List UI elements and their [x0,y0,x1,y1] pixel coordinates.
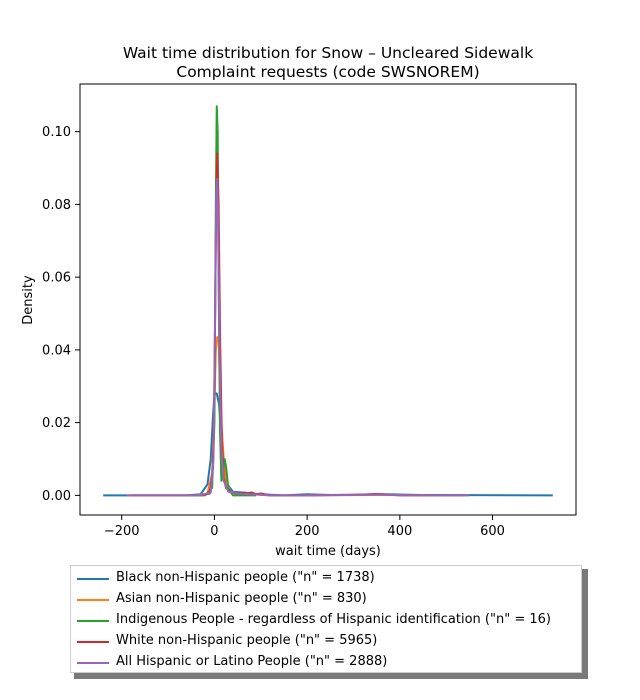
chart-title-line-2: Complaint requests (code SWSNOREM) [176,63,479,81]
y-tick-label: 0.08 [42,198,71,213]
series-line-1 [130,336,437,497]
legend-swatch [77,641,109,643]
legend-swatch [77,620,109,622]
legend-item-asian: Asian non-Hispanic people ("n" = 830) [71,589,581,609]
legend-item-black: Black non-Hispanic people ("n" = 1738) [71,568,581,588]
legend-label: White non-Hispanic people ("n" = 5965) [116,633,378,648]
chart-title-line-1: Wait time distribution for Snow – Unclea… [123,44,533,62]
legend-label: All Hispanic or Latino People ("n" = 288… [116,654,388,669]
legend-label: Black non-Hispanic people ("n" = 1738) [116,570,375,585]
legend-swatch [77,662,109,664]
y-tick-label: 0.06 [42,271,71,286]
x-axis-label: wait time (days) [275,544,381,559]
x-tick-label: −200 [104,524,140,539]
x-tick-label: 600 [480,524,505,539]
legend: Black non-Hispanic people ("n" = 1738) A… [70,565,582,673]
y-tick-label: 0.10 [42,125,71,140]
y-tick-label: 0.04 [42,343,71,358]
plot-frame [79,83,577,516]
legend-swatch [77,599,109,601]
x-tick-label: 200 [295,524,320,539]
x-tick-label: 400 [387,524,412,539]
y-axis-label: Density [21,275,36,325]
y-tick-label: 0.00 [42,489,71,504]
legend-label: Indigenous People - regardless of Hispan… [116,612,551,627]
legend-item-indigenous: Indigenous People - regardless of Hispan… [71,610,581,630]
legend-item-hispanic: All Hispanic or Latino People ("n" = 288… [71,652,581,672]
x-axis: −200 0 200 400 600 [104,515,505,539]
y-tick-label: 0.02 [42,416,71,431]
plot-series-group [103,105,553,497]
legend-swatch [77,578,109,580]
x-tick-label: 0 [210,524,218,539]
series-line-3 [130,152,465,497]
legend-item-white: White non-Hispanic people ("n" = 5965) [71,631,581,651]
series-line-4 [126,177,470,497]
series-line-0 [103,392,553,497]
y-axis: 0.00 0.02 0.04 0.06 0.08 0.10 [42,125,80,504]
legend-label: Asian non-Hispanic people ("n" = 830) [116,591,367,606]
